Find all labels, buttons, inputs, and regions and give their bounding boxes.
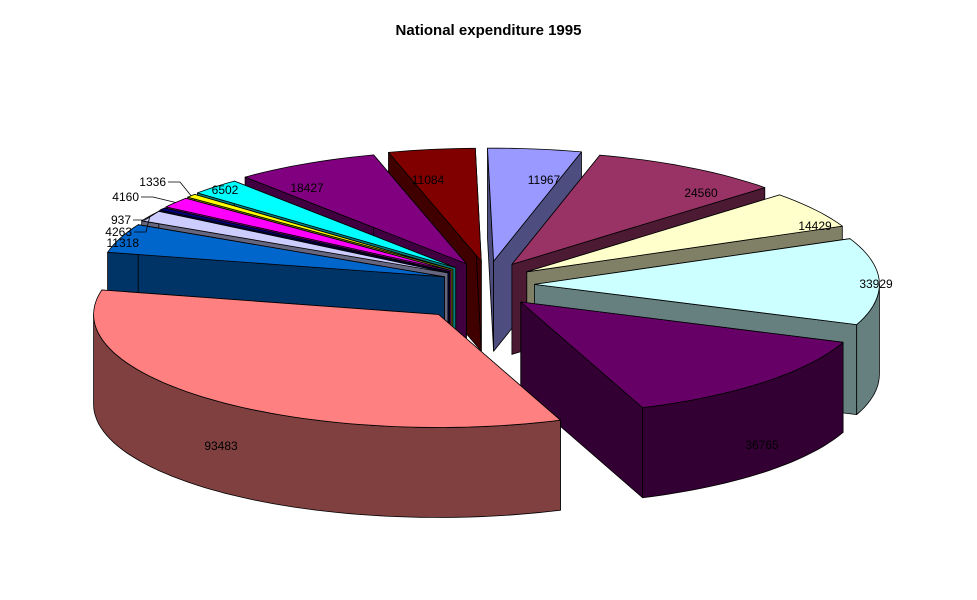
slice-label-3: 33929: [859, 277, 893, 291]
slice-12-top: [244, 154, 467, 265]
leader-line-8: [133, 208, 163, 221]
slice-label-1: 24560: [684, 186, 718, 200]
slice-label-0: 11967: [528, 173, 561, 187]
slice-label-4: 36765: [745, 438, 779, 452]
slice-label-5: 93483: [204, 439, 238, 453]
slice-labels: 11967 24560 14429 33929 36765 93483 1131842639…: [105, 173, 893, 453]
slice-5-top: [93, 289, 561, 428]
slice-1-top: [511, 154, 766, 265]
slice-label-9: 4160: [112, 190, 139, 204]
leader-line-9: [141, 196, 176, 203]
slice-11-top: [196, 180, 457, 269]
slice-label-10: 1336: [139, 175, 166, 189]
label-leaders: [133, 181, 192, 233]
slice-label-7: 4263: [105, 225, 132, 239]
slice-3-top: [534, 238, 880, 326]
slice-2-top: [526, 194, 843, 273]
slice-7-top: [141, 210, 449, 274]
slice-label-2: 14429: [798, 219, 832, 233]
slice-label-12: 18427: [290, 181, 324, 195]
slice-label-13: 11084: [412, 173, 445, 187]
slice-label-11: 6502: [212, 183, 239, 197]
leader-line-10: [168, 181, 192, 196]
slice-4-3d: [520, 301, 844, 499]
slice-label-6: 11318: [107, 236, 140, 250]
chart-title: National expenditure 1995: [395, 22, 582, 39]
leader-line-7: [134, 215, 151, 233]
slice-13-top: [388, 147, 482, 262]
slice-0-top: [487, 147, 582, 262]
slice-label-8: 937: [111, 213, 131, 227]
slice-4-top: [520, 301, 844, 409]
slice-sides: [93, 147, 880, 518]
slice-6-top: [107, 224, 445, 278]
slice-5-3d: [93, 289, 561, 518]
